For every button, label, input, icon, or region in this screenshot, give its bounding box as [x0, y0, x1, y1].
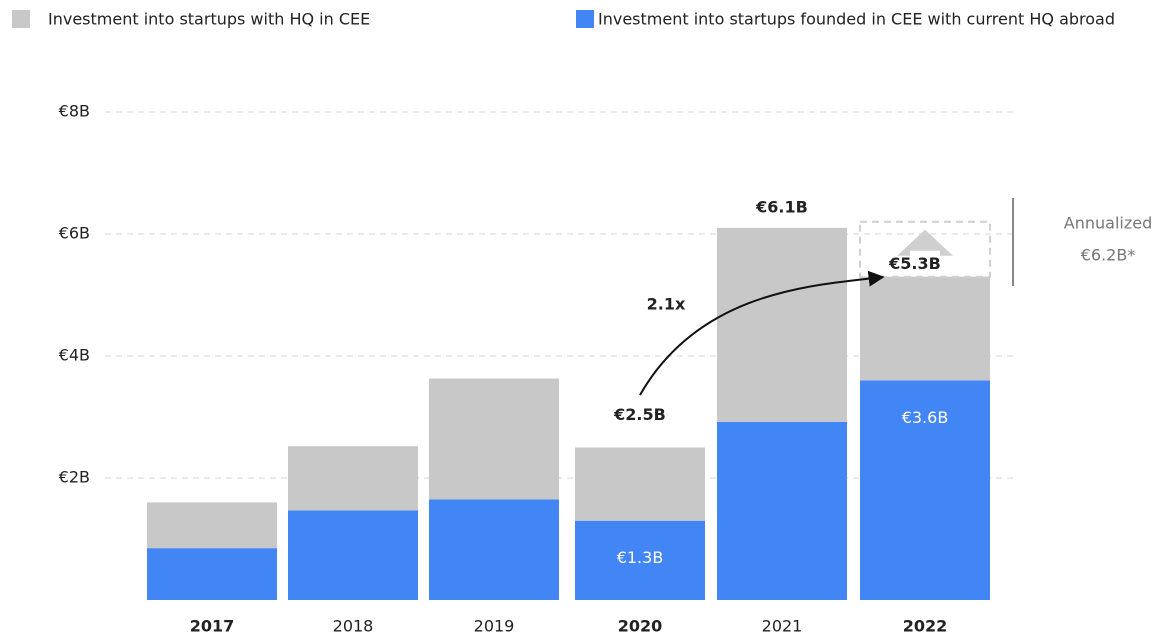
y-tick-label: €2B: [59, 468, 90, 487]
annualized-label: Annualized: [1064, 214, 1152, 233]
legend-label: Investment into startups with HQ in CEE: [48, 10, 370, 29]
y-tick-label: €6B: [59, 224, 90, 243]
total-label: €2.5B: [613, 405, 666, 424]
bar-segment: [575, 520, 705, 600]
y-tick-label: €4B: [59, 346, 90, 365]
total-label: €6.1B: [755, 197, 808, 216]
bar-value-label: €3.6B: [902, 408, 949, 427]
bar-segment: [288, 446, 418, 511]
growth-label: 2.1x: [647, 295, 686, 314]
bar-segment: [717, 227, 847, 422]
bar-segment: [717, 421, 847, 600]
legend: Investment into startups with HQ in CEE I…: [12, 10, 1115, 29]
up-arrow-icon: [897, 229, 953, 256]
bar-segment: [288, 510, 418, 600]
x-tick-label: 2022: [903, 617, 948, 636]
annualized-value-label: €6.2B*: [1081, 246, 1136, 265]
x-tick-label: 2021: [762, 617, 803, 636]
x-tick-label: 2020: [618, 617, 663, 636]
bar-segment: [575, 447, 705, 521]
total-label: €5.3B: [888, 254, 941, 273]
bar-value-label: €1.3B: [617, 548, 664, 567]
x-tick-label: 2018: [333, 617, 374, 636]
bar-segment: [860, 380, 990, 600]
bar-segment: [147, 548, 277, 600]
x-tick-label: 2017: [190, 617, 235, 636]
bar-segment: [147, 502, 277, 549]
legend-swatch: [576, 10, 594, 28]
x-tick-label: 2019: [474, 617, 515, 636]
bar-segment: [429, 378, 559, 500]
y-tick-label: €8B: [59, 102, 90, 121]
legend-swatch: [12, 10, 30, 28]
annualized-box: [859, 220, 991, 278]
legend-label: Investment into startups founded in CEE …: [598, 10, 1115, 29]
growth-arrow: [639, 270, 885, 396]
bar-segment: [429, 499, 559, 600]
bar-segment: [860, 276, 990, 381]
